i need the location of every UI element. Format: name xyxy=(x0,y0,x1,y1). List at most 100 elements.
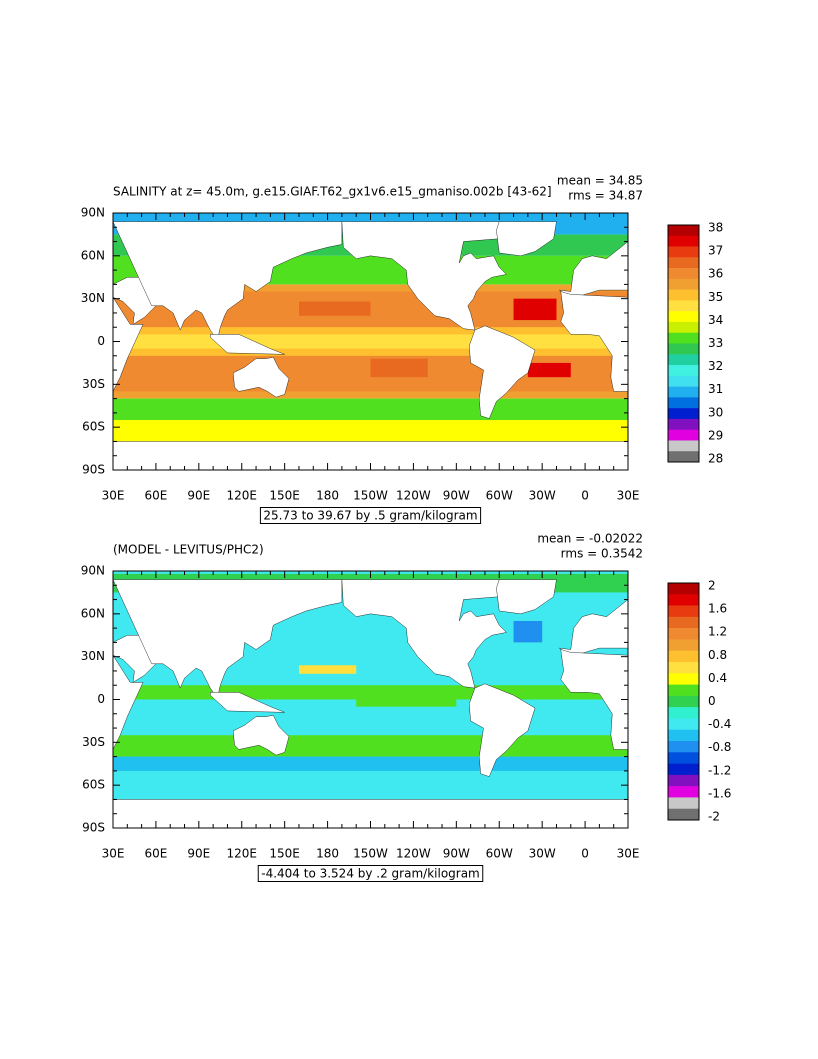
colorbar-swatch xyxy=(668,429,699,441)
map xyxy=(113,213,628,470)
colorbar-swatch xyxy=(668,729,699,742)
y-tick-label: 30N xyxy=(81,649,105,663)
map-layer xyxy=(113,571,628,828)
x-tick-label: 60W xyxy=(486,489,513,503)
x-tick-label: 0 xyxy=(581,489,589,503)
colorbar-swatch xyxy=(668,662,699,674)
x-tick-label: 60E xyxy=(144,489,167,503)
colorbar-label: -0.8 xyxy=(708,740,731,754)
colorbar-swatch xyxy=(668,650,699,663)
rms-label: rms = 34.87 xyxy=(568,189,643,203)
colorbar-swatch xyxy=(668,386,699,398)
colorbar-label: -0.4 xyxy=(708,717,731,731)
colorbar-swatch xyxy=(668,365,699,377)
x-tick-label: 30E xyxy=(617,847,640,861)
colorbar-swatch xyxy=(668,763,699,776)
colorbar-swatch xyxy=(668,375,699,387)
map-panel: 90N 60N 30N 0 30S 60S 90S 30E 60E 90E 120E 150E 180 1… xyxy=(81,532,731,882)
y-tick-label: 30S xyxy=(82,377,105,391)
y-tick-label: 90S xyxy=(82,821,105,835)
colorbar-swatch xyxy=(668,440,699,452)
colorbar-label: 30 xyxy=(708,405,723,419)
colorbar-swatch xyxy=(668,246,699,258)
colorbar-swatch xyxy=(668,673,699,685)
ocean-field xyxy=(113,420,628,442)
colorbar-label: 29 xyxy=(708,428,723,442)
colorbar-label: 31 xyxy=(708,382,723,396)
panel-title: SALINITY at z= 45.0m, g.e15.GIAF.T62_gx1… xyxy=(113,185,552,199)
colorbar-frame xyxy=(667,224,700,463)
colorbar-label: 1.2 xyxy=(708,625,727,639)
x-tick-label: 90E xyxy=(187,847,210,861)
colorbar-label: 35 xyxy=(708,290,723,304)
x-tick-label: 120E xyxy=(227,847,258,861)
colorbar-swatch xyxy=(668,418,699,430)
x-tick-label: 120W xyxy=(396,489,431,503)
colorbar-swatch xyxy=(668,583,699,595)
y-tick-label: 0 xyxy=(97,334,105,348)
x-tick-label: 180 xyxy=(316,847,339,861)
colorbar-label: 0.4 xyxy=(708,671,727,685)
colorbar-label: 38 xyxy=(708,221,723,235)
colorbar-label: 37 xyxy=(708,244,723,258)
colorbar-swatch xyxy=(668,235,699,247)
colorbar-swatch xyxy=(668,225,699,237)
x-tick-label: 150W xyxy=(353,489,388,503)
ocean-field xyxy=(527,362,571,378)
colorbar-swatch xyxy=(668,707,699,719)
ocean-field xyxy=(513,620,543,643)
x-tick-label: 60E xyxy=(144,847,167,861)
colorbar-swatch xyxy=(668,786,699,798)
colorbar-label: 34 xyxy=(708,313,723,327)
colorbar-swatch xyxy=(668,397,699,409)
colorbar-swatch xyxy=(668,628,699,640)
colorbar-swatch xyxy=(668,451,699,463)
y-tick-label: 90N xyxy=(81,206,105,220)
y-tick-label: 30N xyxy=(81,291,105,305)
colorbar-label: 33 xyxy=(708,336,723,350)
mean-label: mean = 34.85 xyxy=(557,174,643,188)
ocean-field xyxy=(513,298,557,321)
mean-label: mean = -0.02022 xyxy=(537,532,643,546)
colorbar-swatch xyxy=(668,408,699,420)
y-tick-label: 60S xyxy=(82,778,105,792)
x-tick-label: 0 xyxy=(581,847,589,861)
x-tick-label: 150E xyxy=(269,489,300,503)
colorbar-swatch xyxy=(668,354,699,366)
x-tick-label: 90E xyxy=(187,489,210,503)
colorbar-swatch xyxy=(668,752,699,764)
colorbar-label: 0.8 xyxy=(708,648,727,662)
ocean-field xyxy=(298,301,371,316)
x-tick-label: 90W xyxy=(443,847,470,861)
colorbar-swatch xyxy=(668,605,699,618)
colorbar-swatch xyxy=(668,278,699,290)
range-label: -4.404 to 3.524 by .2 gram/kilogram xyxy=(261,867,480,881)
x-tick-label: 60W xyxy=(486,847,513,861)
x-tick-label: 30E xyxy=(102,489,125,503)
colorbar-swatch xyxy=(668,289,699,301)
colorbar-swatch xyxy=(668,808,699,821)
colorbar-label: 0 xyxy=(708,694,716,708)
x-tick-label: 120E xyxy=(227,489,258,503)
y-tick-label: 60N xyxy=(81,248,105,262)
rms-label: rms = 0.3542 xyxy=(561,547,643,561)
colorbar-label: -1.6 xyxy=(708,786,731,800)
colorbar-swatch xyxy=(668,774,699,787)
colorbar-swatch xyxy=(668,741,699,753)
range-box xyxy=(257,865,484,882)
colorbar-label: 1.6 xyxy=(708,602,727,616)
colorbar-label: -2 xyxy=(708,810,720,824)
colorbar-swatch xyxy=(668,684,699,697)
map-panel: 90N 60N 30N 0 30S 60S 90S 30E 60E 90E 120E 150E 180 1… xyxy=(81,174,723,524)
y-tick-label: 60N xyxy=(81,606,105,620)
colorbar-label: 2 xyxy=(708,579,716,593)
colorbar-label: 36 xyxy=(708,267,723,281)
colorbar-swatch xyxy=(668,594,699,606)
x-tick-label: 30E xyxy=(102,847,125,861)
x-tick-label: 30W xyxy=(529,847,556,861)
colorbar-swatch xyxy=(668,695,699,708)
range-label: 25.73 to 39.67 by .5 gram/kilogram xyxy=(263,509,477,523)
x-tick-label: 30W xyxy=(529,489,556,503)
